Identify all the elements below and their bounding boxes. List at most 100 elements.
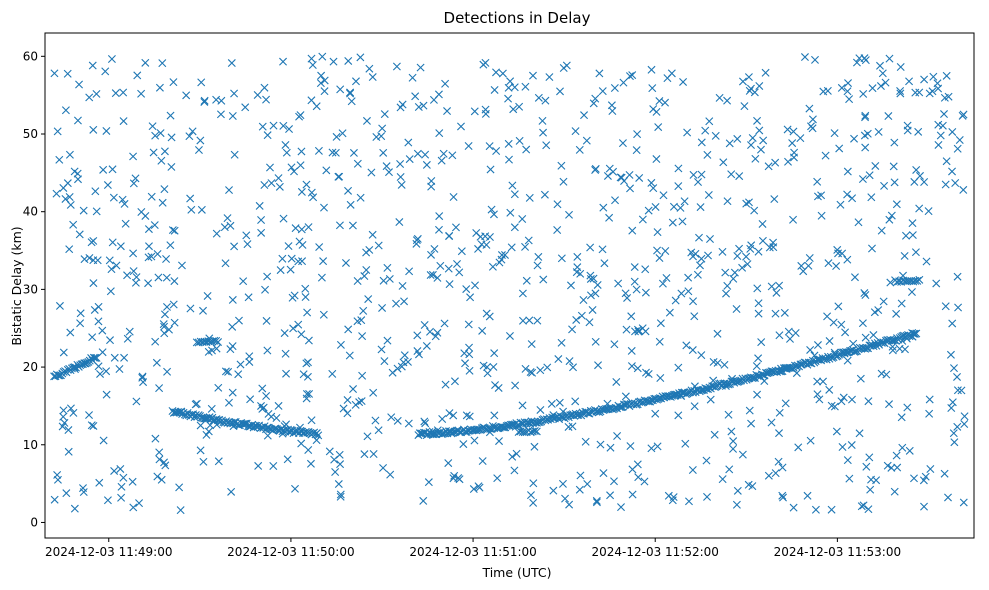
data-point: [329, 57, 338, 66]
data-point: [187, 205, 196, 214]
data-point: [117, 482, 126, 491]
data-point: [436, 261, 445, 270]
data-point: [829, 318, 838, 327]
data-point: [312, 102, 321, 111]
data-point: [882, 370, 891, 379]
data-point: [279, 57, 288, 66]
data-point: [70, 504, 79, 513]
data-point: [230, 242, 239, 251]
data-point: [274, 401, 283, 410]
data-point: [405, 267, 414, 276]
data-point: [408, 73, 417, 82]
data-point: [558, 479, 567, 488]
data-point: [585, 318, 594, 327]
data-point: [647, 65, 656, 74]
data-point: [405, 155, 414, 164]
data-point: [204, 427, 213, 436]
data-point: [449, 474, 458, 483]
data-point: [107, 265, 116, 274]
data-point: [287, 254, 296, 263]
data-point: [522, 145, 531, 154]
data-point: [690, 312, 699, 321]
data-point: [617, 173, 626, 182]
data-point: [460, 349, 469, 358]
data-point: [322, 166, 331, 175]
plot-area-frame: [44, 32, 975, 539]
data-point: [298, 257, 307, 266]
data-point: [501, 250, 509, 259]
data-point: [380, 357, 389, 366]
data-point: [71, 365, 79, 374]
data-point: [379, 276, 388, 285]
data-point: [426, 327, 434, 336]
data-point: [775, 331, 784, 340]
data-point: [950, 438, 959, 447]
data-point: [883, 461, 892, 470]
data-point: [200, 97, 209, 106]
data-point: [571, 127, 580, 136]
data-point: [688, 388, 697, 397]
data-point: [862, 462, 871, 471]
data-point: [755, 126, 764, 135]
data-point: [889, 162, 898, 171]
data-point: [835, 144, 844, 153]
data-point: [397, 180, 406, 189]
data-point: [451, 223, 460, 232]
data-point: [725, 139, 734, 148]
data-point: [481, 58, 490, 67]
data-point: [960, 420, 969, 428]
data-point: [771, 158, 780, 167]
data-point: [941, 180, 950, 189]
data-point: [393, 416, 402, 425]
data-point: [53, 127, 62, 136]
data-point: [109, 193, 118, 202]
data-point: [119, 473, 128, 482]
data-point: [772, 288, 781, 297]
data-point: [569, 363, 578, 372]
data-point: [748, 374, 757, 382]
data-point: [374, 426, 383, 435]
data-point: [420, 417, 429, 426]
data-point: [304, 446, 313, 454]
data-point: [494, 383, 503, 392]
data-point: [740, 102, 749, 111]
data-point: [297, 225, 306, 234]
data-point: [767, 282, 776, 291]
data-point: [446, 427, 455, 436]
data-point: [929, 72, 938, 81]
data-point: [449, 411, 458, 420]
data-point: [108, 165, 117, 174]
data-point: [490, 411, 499, 420]
data-point: [810, 351, 819, 360]
data-point: [347, 97, 356, 106]
data-point: [66, 404, 75, 413]
data-point: [545, 73, 554, 82]
data-point: [212, 344, 221, 353]
data-point: [518, 215, 527, 223]
data-point: [131, 278, 140, 287]
data-point: [606, 443, 615, 452]
data-point: [747, 419, 756, 428]
data-point: [541, 96, 550, 105]
data-point: [176, 506, 185, 515]
data-point: [119, 88, 128, 97]
data-point: [92, 89, 101, 98]
data-point: [151, 337, 160, 346]
data-point: [312, 436, 321, 445]
data-point: [959, 185, 968, 194]
data-point: [50, 495, 59, 504]
data-point: [131, 174, 140, 183]
data-point: [276, 266, 285, 275]
data-point: [465, 350, 474, 359]
data-point: [485, 428, 494, 437]
data-point: [595, 69, 604, 78]
data-point: [536, 366, 545, 375]
data-point: [449, 193, 458, 201]
data-point: [674, 164, 683, 173]
data-point: [573, 252, 582, 261]
data-point: [212, 229, 221, 238]
data-point: [85, 411, 94, 420]
data-point: [167, 162, 176, 171]
data-point: [50, 69, 59, 78]
